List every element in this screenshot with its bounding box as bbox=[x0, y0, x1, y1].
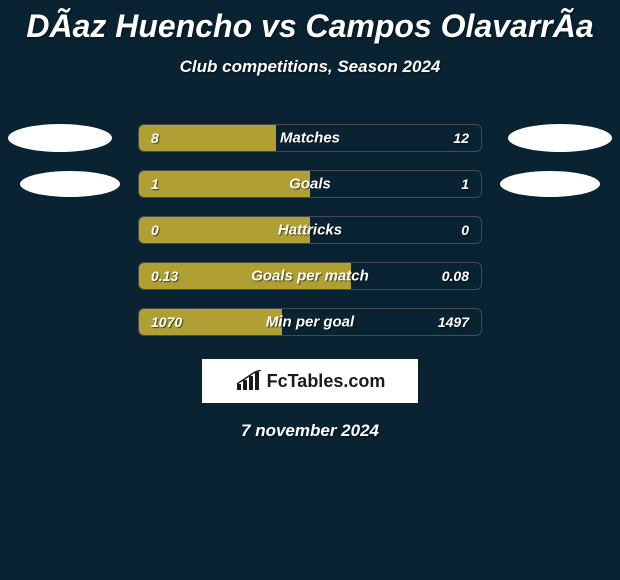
avatar-ellipse-right bbox=[508, 124, 612, 152]
stat-value-right: 0.08 bbox=[442, 268, 469, 284]
brand-inner: FcTables.com bbox=[235, 370, 386, 392]
stat-row: 0.13 Goals per match 0.08 bbox=[0, 253, 620, 299]
stat-metric-label: Goals per match bbox=[251, 268, 369, 285]
stat-row: 8 Matches 12 bbox=[0, 115, 620, 161]
infographic-container: DÃ­az Huencho vs Campos OlavarrÃ­a Club … bbox=[0, 0, 620, 441]
brand-box[interactable]: FcTables.com bbox=[202, 359, 418, 403]
stat-value-left: 0.13 bbox=[151, 268, 178, 284]
stat-row: 0 Hattricks 0 bbox=[0, 207, 620, 253]
stat-value-left: 1070 bbox=[151, 314, 182, 330]
stat-value-left: 8 bbox=[151, 130, 159, 146]
stat-metric-label: Matches bbox=[280, 130, 340, 147]
chart-area: 8 Matches 12 1 Goals 1 0 Hattricks 0 0.13 Goals pe… bbox=[0, 115, 620, 345]
bar-track: 8 Matches 12 bbox=[138, 124, 482, 152]
bar-track: 0.13 Goals per match 0.08 bbox=[138, 262, 482, 290]
stat-value-right: 0 bbox=[461, 222, 469, 238]
stat-metric-label: Hattricks bbox=[278, 222, 342, 239]
page-title: DÃ­az Huencho vs Campos OlavarrÃ­a bbox=[0, 8, 620, 45]
avatar-ellipse-right bbox=[500, 171, 600, 197]
date-line: 7 november 2024 bbox=[0, 421, 620, 441]
stat-value-right: 12 bbox=[453, 130, 469, 146]
avatar-ellipse-left bbox=[8, 124, 112, 152]
bar-fill bbox=[139, 125, 276, 151]
stat-value-left: 1 bbox=[151, 176, 159, 192]
stat-row: 1 Goals 1 bbox=[0, 161, 620, 207]
bars-icon bbox=[235, 370, 263, 392]
stat-value-right: 1 bbox=[461, 176, 469, 192]
stat-value-left: 0 bbox=[151, 222, 159, 238]
bar-track: 1070 Min per goal 1497 bbox=[138, 308, 482, 336]
bar-track: 1 Goals 1 bbox=[138, 170, 482, 198]
subtitle: Club competitions, Season 2024 bbox=[0, 57, 620, 77]
bar-track: 0 Hattricks 0 bbox=[138, 216, 482, 244]
stat-metric-label: Goals bbox=[289, 176, 331, 193]
stat-metric-label: Min per goal bbox=[266, 314, 354, 331]
bar-fill bbox=[139, 171, 310, 197]
avatar-ellipse-left bbox=[20, 171, 120, 197]
stat-row: 1070 Min per goal 1497 bbox=[0, 299, 620, 345]
brand-text: FcTables.com bbox=[267, 371, 386, 392]
stat-value-right: 1497 bbox=[438, 314, 469, 330]
